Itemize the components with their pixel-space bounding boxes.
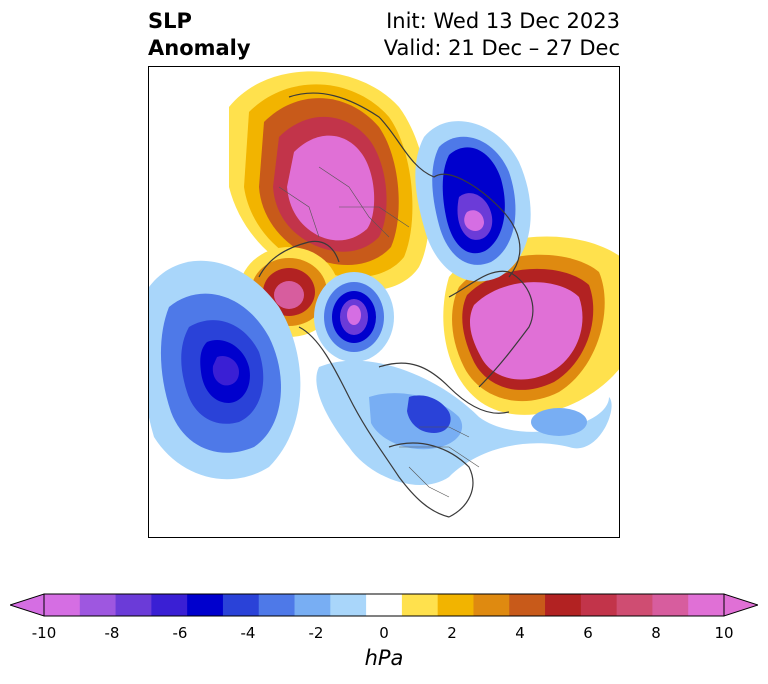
title-variable: SLP xyxy=(148,9,192,33)
colorbar-extend-min xyxy=(10,593,45,617)
colorbar-bin xyxy=(187,594,224,616)
colorbar-bin xyxy=(258,594,296,616)
colorbar-tick-label: -4 xyxy=(240,624,256,642)
map-panel xyxy=(148,66,620,538)
colorbar-tick-label: 2 xyxy=(447,624,457,642)
colorbar-bin xyxy=(151,594,188,616)
colorbar-tick-label: 8 xyxy=(651,624,661,642)
colorbar-extend-max xyxy=(723,593,758,617)
colorbar-bin xyxy=(473,594,510,616)
map-canvas xyxy=(149,71,619,518)
colorbar-bin xyxy=(366,594,403,616)
colorbar-bin xyxy=(79,594,117,616)
colorbar-bin xyxy=(688,594,725,616)
map-date-info: Init: Wed 13 Dec 2023 Valid: 21 Dec – 27… xyxy=(384,8,620,62)
colorbar-bin xyxy=(222,594,260,616)
colorbar-tick-label: -6 xyxy=(172,624,188,642)
negative-anomaly-hudson-bay xyxy=(314,272,394,362)
title-field: Anomaly xyxy=(148,36,251,60)
init-date: Init: Wed 13 Dec 2023 xyxy=(386,9,620,33)
coastlines xyxy=(258,92,534,518)
colorbar-bin xyxy=(545,594,582,616)
colorbar-bin xyxy=(115,594,152,616)
negative-anomaly-north-pacific xyxy=(149,260,301,480)
colorbar-bin xyxy=(652,594,689,616)
map-title: SLP Anomaly xyxy=(148,8,251,62)
colorbar-tick-label: -10 xyxy=(31,624,57,642)
colorbar-tick-label: -2 xyxy=(308,624,324,642)
colorbar-bin xyxy=(294,594,331,616)
colorbar-bin xyxy=(509,594,546,616)
colorbar-tick-label: -8 xyxy=(104,624,120,642)
valid-range: Valid: 21 Dec – 27 Dec xyxy=(383,36,620,60)
colorbar-bin xyxy=(330,594,367,616)
colorbar-frame xyxy=(43,593,725,617)
colorbar-tick-label: 10 xyxy=(714,624,734,642)
negative-anomaly-eastern-canada xyxy=(316,360,612,486)
colorbar-tick-label: 4 xyxy=(515,624,525,642)
colorbar-bin xyxy=(580,594,618,616)
colorbar-tick-label: 0 xyxy=(379,624,389,642)
colorbar-bin xyxy=(437,594,474,616)
colorbar-bin xyxy=(44,594,81,616)
colorbar xyxy=(10,593,758,617)
colorbar-unit-label: hPa xyxy=(364,646,404,670)
positive-anomaly-siberia-arctic xyxy=(229,71,430,291)
colorbar-bin xyxy=(616,594,653,616)
colorbar-tick-label: 6 xyxy=(583,624,593,642)
colorbar-bin xyxy=(401,594,439,616)
negative-anomaly-europe-russia xyxy=(415,121,531,282)
political-borders xyxy=(278,166,480,498)
